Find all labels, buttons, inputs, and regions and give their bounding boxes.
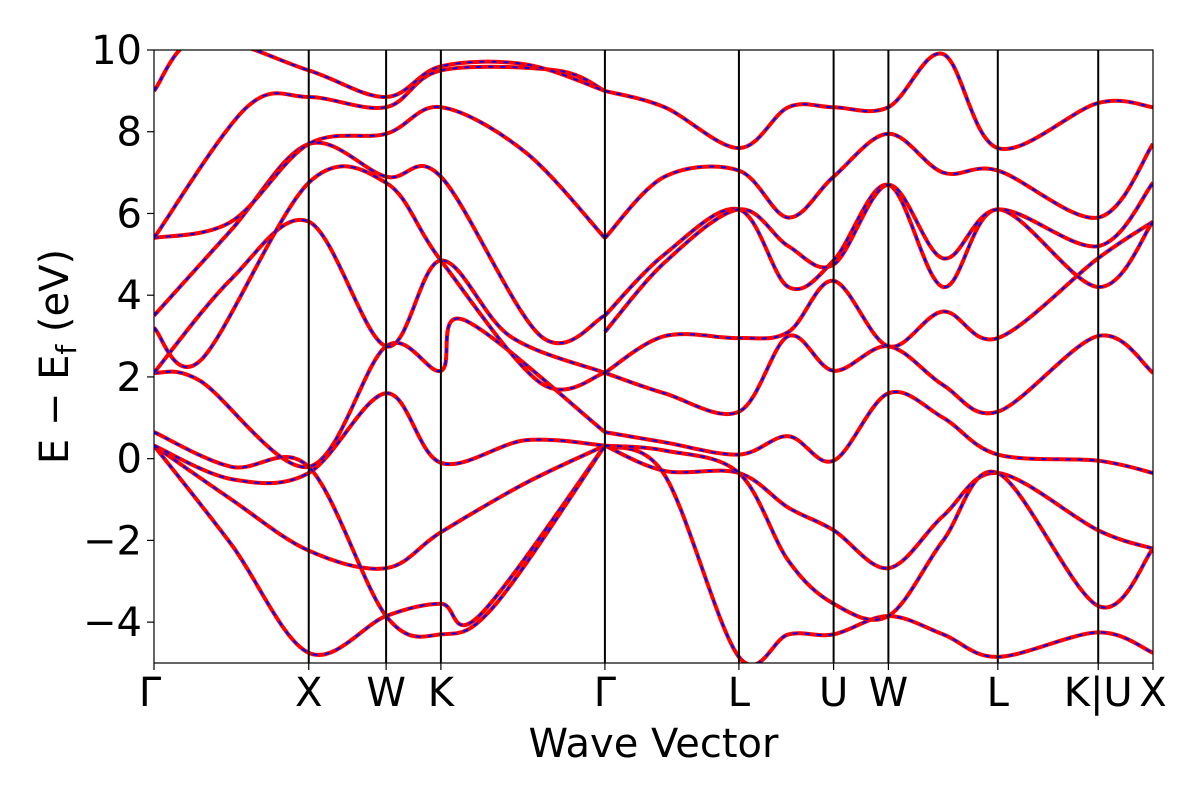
y-tick-label: 6 <box>117 191 142 237</box>
x-tick-label: Γ <box>594 670 617 716</box>
band-line <box>154 50 606 100</box>
y-tick-label: 10 <box>91 28 142 74</box>
band-line-overlay <box>604 132 1153 239</box>
y-axis-label-subscript: f <box>50 344 83 355</box>
y-tick-label: −2 <box>83 518 142 564</box>
y-axis-label-unit: (eV) <box>32 249 78 345</box>
band-line <box>604 443 1153 663</box>
x-axis-label: Wave Vector <box>529 721 780 767</box>
band-line-overlay <box>604 52 1153 151</box>
band-line-overlay <box>604 182 1153 333</box>
band-line-overlay <box>154 218 606 374</box>
x-tick-label: K <box>428 670 456 716</box>
kpoint-lines <box>307 50 1100 663</box>
x-axis-ticks: Γ X W K Γ L U W L K|U X <box>139 663 1167 716</box>
band-lines <box>154 50 1153 663</box>
x-tick-label: U <box>819 670 848 716</box>
band-line-overlay <box>604 334 1153 416</box>
x-tick-label: L <box>987 670 1010 716</box>
x-tick-label: W <box>869 670 909 716</box>
y-axis-ticks: −4 −2 0 2 4 6 8 10 <box>83 28 154 646</box>
band-line-overlay <box>604 390 1153 474</box>
y-tick-label: −4 <box>83 600 142 646</box>
x-tick-label: Γ <box>139 670 162 716</box>
band-line-overlay <box>604 444 1153 570</box>
band-line-overlay <box>154 141 606 345</box>
plot-frame <box>153 49 1154 664</box>
y-tick-label: 0 <box>117 437 142 483</box>
y-tick-label: 4 <box>117 273 142 319</box>
band-line-overlay <box>604 183 1153 317</box>
x-tick-label: W <box>366 670 406 716</box>
band-line <box>603 181 1153 334</box>
y-tick-label: 2 <box>117 355 142 401</box>
band-line <box>154 64 606 240</box>
y-axis-label: E − Ef (eV) <box>32 249 83 464</box>
band-line-overlay <box>604 220 1153 374</box>
x-tick-label: L <box>728 670 751 716</box>
y-tick-label: 8 <box>117 110 142 156</box>
band-line-overlay <box>604 444 1153 663</box>
band-line <box>154 140 606 346</box>
band-line <box>154 391 606 486</box>
x-tick-label: X <box>1139 670 1166 716</box>
x-tick-label: K|U <box>1064 670 1133 716</box>
band-line-overlay <box>154 65 606 239</box>
band-line-overlay <box>154 431 606 638</box>
x-tick-label: X <box>295 670 322 716</box>
band-line <box>603 182 1153 317</box>
band-line <box>604 443 1153 571</box>
y-axis-label-main: E − E <box>32 355 78 465</box>
